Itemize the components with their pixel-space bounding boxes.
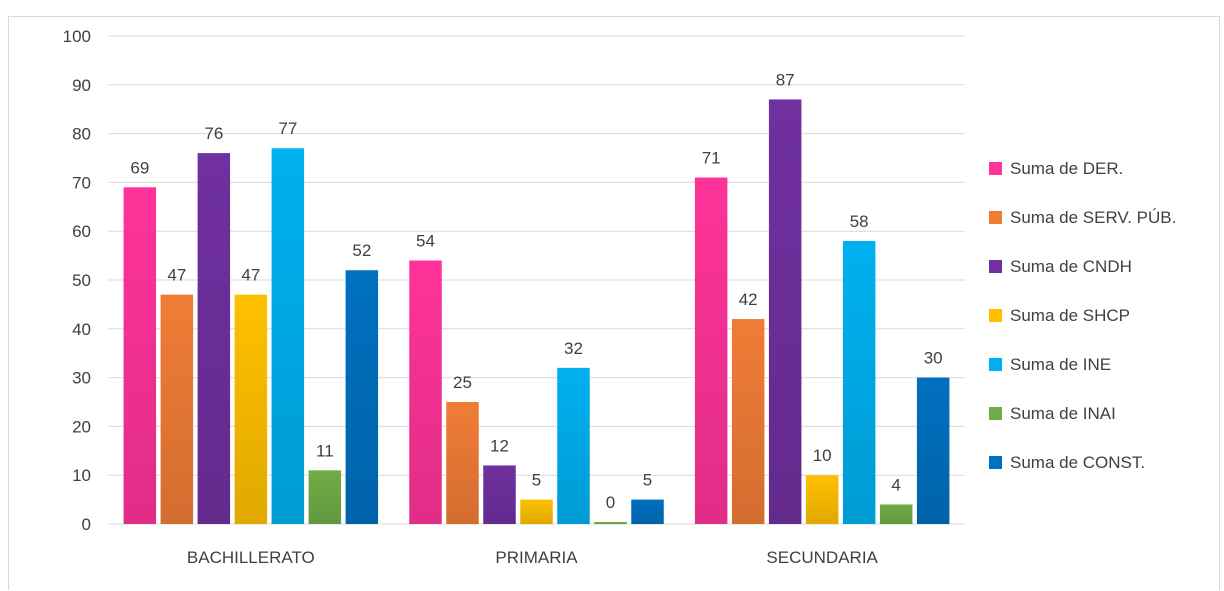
x-axis: BACHILLERATO PRIMARIA SECUNDARIA	[187, 548, 879, 567]
data-label: 12	[490, 436, 509, 455]
data-label: 4	[891, 475, 900, 494]
bar-suma-de-der--bachillerato	[123, 187, 157, 524]
x-category-label: BACHILLERATO	[187, 548, 315, 567]
data-label: 42	[739, 290, 758, 309]
y-tick-label: 20	[72, 417, 91, 436]
legend-swatch	[989, 456, 1002, 469]
legend: Suma de DER. Suma de SERV. PÚB. Suma de CN…	[989, 159, 1176, 472]
bar-suma-de-der--secundaria	[694, 177, 728, 524]
y-tick-label: 50	[72, 271, 91, 290]
y-axis: 0 10 20 30 40 50 60 70 80 90 100	[63, 27, 91, 534]
data-label: 77	[278, 119, 297, 138]
y-tick-label: 90	[72, 76, 91, 95]
legend-label: Suma de CNDH	[1010, 257, 1132, 276]
data-label: 5	[532, 471, 541, 490]
x-category-label: PRIMARIA	[495, 548, 578, 567]
bar-suma-de-inai-secundaria	[879, 504, 913, 524]
bar-suma-de-cndh-primaria	[483, 465, 516, 524]
data-label: 5	[643, 471, 652, 490]
bar-suma-de-ine-primaria	[557, 367, 590, 524]
legend-label: Suma de CONST.	[1010, 453, 1145, 472]
bar-suma-de-shcp-bachillerato	[234, 294, 268, 524]
chart-area: 0 10 20 30 40 50 60 70 80 90 100 69 47 76 47 77 11 52 54 2…	[8, 16, 1220, 590]
data-label: 30	[924, 349, 943, 368]
legend-swatch	[989, 211, 1002, 224]
bar-suma-de-const--secundaria	[916, 377, 950, 524]
data-label: 54	[416, 231, 435, 250]
data-label: 32	[564, 339, 583, 358]
bar-suma-de-cndh-bachillerato	[197, 153, 231, 524]
y-tick-label: 0	[82, 515, 91, 534]
data-label: 47	[167, 266, 186, 285]
data-label: 47	[241, 266, 260, 285]
bar-suma-de-inai-primaria	[594, 522, 627, 524]
data-label: 52	[352, 241, 371, 260]
bar-suma-de-const--bachillerato	[345, 270, 379, 524]
legend-swatch	[989, 407, 1002, 420]
data-label: 76	[204, 124, 223, 143]
y-tick-label: 40	[72, 320, 91, 339]
y-tick-label: 80	[72, 125, 91, 144]
data-labels: 69 47 76 47 77 11 52 54 25 12 5 32 0 5 71 42 87 10 58 4 30	[130, 70, 942, 512]
legend-label: Suma de SERV. PÚB.	[1010, 208, 1176, 227]
y-tick-label: 70	[72, 173, 91, 192]
data-label: 25	[453, 373, 472, 392]
data-label: 69	[130, 158, 149, 177]
data-label: 58	[850, 212, 869, 231]
legend-label: Suma de DER.	[1010, 159, 1123, 178]
legend-swatch	[989, 162, 1002, 175]
legend-label: Suma de INAI	[1010, 404, 1116, 423]
bar-suma-de-cndh-secundaria	[768, 99, 802, 524]
bar-suma-de-const--primaria	[631, 499, 664, 524]
bar-suma-de-shcp-secundaria	[805, 475, 839, 524]
bar-suma-de-serv-p-b--bachillerato	[160, 294, 194, 524]
bar-suma-de-shcp-primaria	[520, 499, 553, 524]
data-label: 11	[316, 441, 334, 460]
data-label: 71	[702, 149, 721, 168]
y-tick-label: 10	[72, 466, 91, 485]
legend-swatch	[989, 260, 1002, 273]
legend-label: Suma de SHCP	[1010, 306, 1130, 325]
legend-swatch	[989, 358, 1002, 371]
data-label: 10	[813, 446, 832, 465]
y-tick-label: 100	[63, 27, 91, 46]
bar-suma-de-inai-bachillerato	[308, 470, 342, 524]
bar-suma-de-der--primaria	[409, 260, 442, 524]
x-category-label: SECUNDARIA	[766, 548, 878, 567]
bar-suma-de-serv-p-b--secundaria	[731, 319, 765, 524]
y-tick-label: 30	[72, 369, 91, 388]
legend-label: Suma de INE	[1010, 355, 1111, 374]
bar-suma-de-ine-secundaria	[842, 240, 876, 524]
y-tick-label: 60	[72, 222, 91, 241]
data-label: 0	[606, 493, 615, 512]
bar-suma-de-ine-bachillerato	[271, 148, 305, 525]
legend-swatch	[989, 309, 1002, 322]
bar-suma-de-serv-p-b--primaria	[446, 402, 479, 524]
bars	[123, 99, 950, 525]
data-label: 87	[776, 70, 795, 89]
